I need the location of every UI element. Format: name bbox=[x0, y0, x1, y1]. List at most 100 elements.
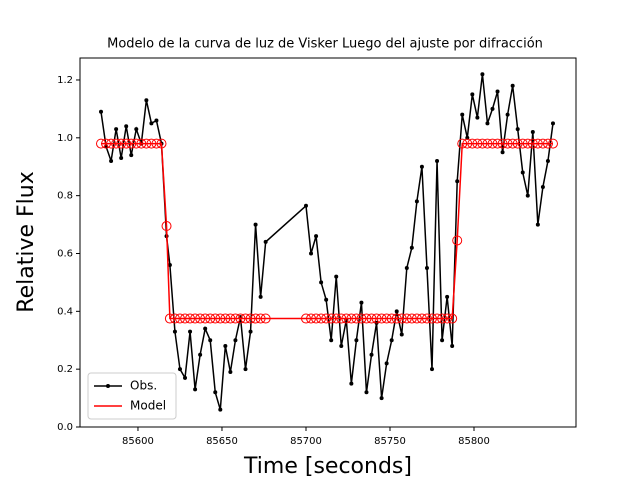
data-point bbox=[472, 138, 483, 149]
data-point bbox=[129, 153, 134, 158]
legend-marker bbox=[106, 384, 110, 388]
data-point bbox=[121, 138, 132, 149]
data-point bbox=[316, 313, 327, 324]
legend-box bbox=[87, 372, 177, 420]
x-axis-label: Time [seconds] bbox=[243, 454, 412, 479]
data-point bbox=[306, 313, 317, 324]
data-point bbox=[203, 326, 208, 331]
data-point bbox=[198, 352, 203, 357]
data-point bbox=[515, 127, 520, 132]
data-point bbox=[167, 263, 172, 268]
data-point bbox=[442, 313, 453, 324]
data-point bbox=[537, 138, 548, 149]
data-point bbox=[300, 313, 311, 324]
data-point bbox=[324, 297, 329, 302]
series bbox=[99, 72, 555, 412]
data-point bbox=[314, 234, 319, 239]
data-point bbox=[447, 313, 458, 324]
data-point bbox=[487, 138, 498, 149]
data-point bbox=[430, 367, 435, 372]
data-point bbox=[376, 313, 387, 324]
data-point bbox=[530, 130, 535, 135]
y-tick-label: 0.2 bbox=[57, 364, 73, 375]
data-point bbox=[432, 313, 443, 324]
data-point bbox=[116, 138, 127, 149]
data-point bbox=[218, 407, 223, 412]
y-tick-label: 0.8 bbox=[57, 191, 73, 202]
data-point bbox=[477, 138, 488, 149]
data-point bbox=[497, 138, 508, 149]
data-point bbox=[136, 138, 147, 149]
data-point bbox=[517, 138, 528, 149]
data-point bbox=[188, 329, 193, 334]
data-point bbox=[351, 313, 362, 324]
data-point bbox=[419, 164, 424, 169]
data-point bbox=[371, 313, 382, 324]
data-point bbox=[309, 251, 314, 256]
data-point bbox=[467, 138, 478, 149]
data-point bbox=[389, 338, 394, 343]
data-point bbox=[225, 313, 236, 324]
data-point bbox=[485, 121, 490, 126]
data-point bbox=[369, 352, 374, 357]
data-point bbox=[440, 338, 445, 343]
data-point bbox=[255, 313, 266, 324]
data-point bbox=[401, 313, 412, 324]
data-point bbox=[349, 381, 354, 386]
data-point bbox=[245, 313, 256, 324]
x-tick-label: 85600 bbox=[122, 436, 154, 447]
data-point bbox=[492, 138, 503, 149]
data-point bbox=[321, 313, 332, 324]
data-point bbox=[331, 313, 342, 324]
data-point bbox=[99, 109, 104, 114]
data-point bbox=[455, 179, 460, 184]
data-point bbox=[404, 265, 409, 270]
data-point bbox=[361, 313, 372, 324]
data-point bbox=[339, 344, 344, 349]
data-point bbox=[228, 370, 233, 375]
data-point bbox=[193, 387, 198, 392]
data-point bbox=[379, 396, 384, 401]
data-point bbox=[510, 83, 515, 88]
data-point bbox=[409, 245, 414, 250]
data-point bbox=[185, 313, 196, 324]
data-point bbox=[500, 150, 505, 155]
data-point bbox=[144, 98, 149, 103]
data-point bbox=[386, 313, 397, 324]
data-point bbox=[364, 390, 369, 395]
data-point bbox=[424, 265, 429, 270]
data-point bbox=[109, 158, 114, 163]
data-point bbox=[416, 313, 427, 324]
data-point bbox=[146, 138, 157, 149]
data-point bbox=[177, 367, 182, 372]
data-point bbox=[527, 138, 538, 149]
y-tick-label: 1.0 bbox=[57, 133, 73, 144]
data-point bbox=[470, 92, 475, 97]
data-point bbox=[151, 138, 162, 149]
data-point bbox=[480, 72, 485, 77]
data-point bbox=[106, 138, 117, 149]
series-line bbox=[100, 74, 554, 410]
data-point bbox=[507, 138, 518, 149]
x-tick-label: 85750 bbox=[374, 436, 406, 447]
data-point bbox=[450, 344, 455, 349]
x-tick-label: 85700 bbox=[290, 436, 322, 447]
y-tick-label: 0.0 bbox=[57, 422, 73, 433]
data-point bbox=[195, 313, 206, 324]
data-point bbox=[490, 106, 495, 111]
data-point bbox=[435, 158, 440, 163]
data-point bbox=[475, 115, 480, 120]
series-line bbox=[101, 142, 553, 320]
data-point bbox=[522, 138, 533, 149]
data-point bbox=[532, 138, 543, 149]
legend: Obs. Model bbox=[87, 372, 177, 420]
data-point bbox=[243, 367, 248, 372]
data-point bbox=[215, 313, 226, 324]
data-point bbox=[520, 170, 525, 175]
data-point bbox=[172, 329, 177, 334]
data-point bbox=[235, 313, 246, 324]
data-point bbox=[391, 313, 402, 324]
data-point bbox=[512, 138, 523, 149]
data-point bbox=[495, 89, 500, 94]
